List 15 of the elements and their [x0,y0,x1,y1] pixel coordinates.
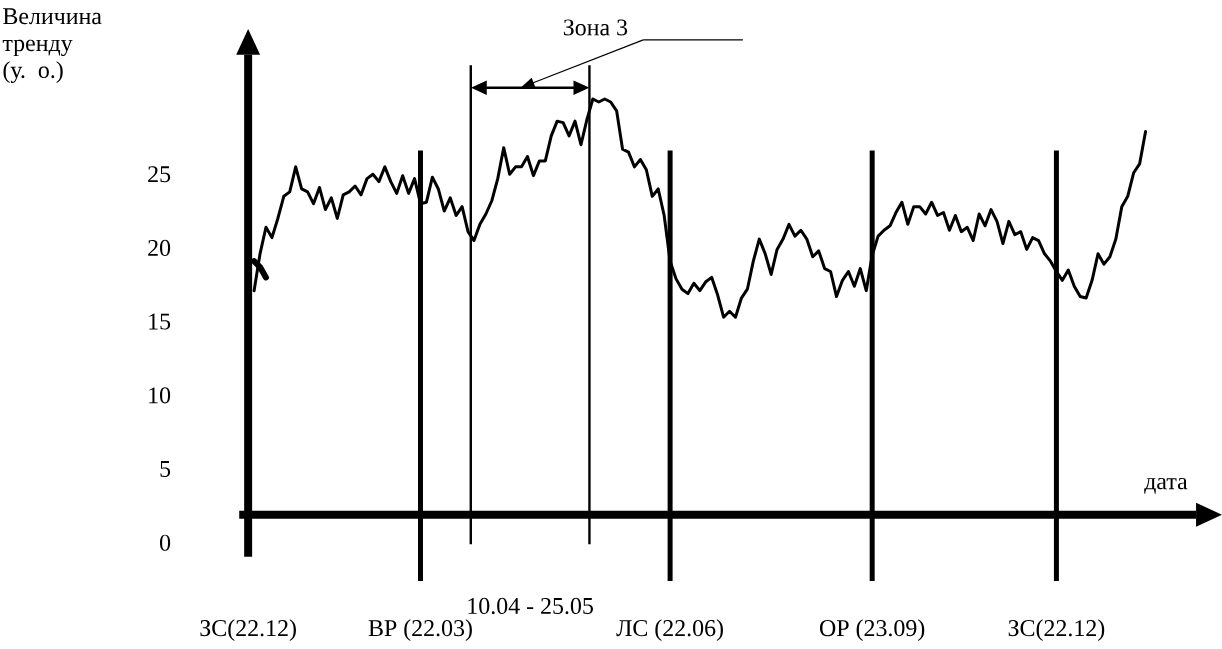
y-tick-label: 20 [148,239,171,256]
y-tick-label: 10 [149,387,171,404]
y-tick-label: 0 [160,534,171,551]
x-tick-label: ЗС(22.12) [200,619,296,642]
text: 10.04 - 25.05 [468,597,593,615]
x-tick-label: ОР (23.09) [819,619,925,642]
x-tick-label: ЛС (22.06) [616,619,723,642]
y-tick-label: 5 [160,461,171,477]
y-tick-label: 25 [148,166,171,183]
text: Зона 3 [563,19,628,36]
x-axis-title: дата [1144,477,1188,494]
x-tick-label: ЗС(22.12) [1008,619,1105,642]
y-tick-label: 15 [149,313,171,330]
x-tick-label: ВР (22.03) [368,619,472,642]
y-axis-title: Величина тренду (у. о.) [2,8,102,83]
